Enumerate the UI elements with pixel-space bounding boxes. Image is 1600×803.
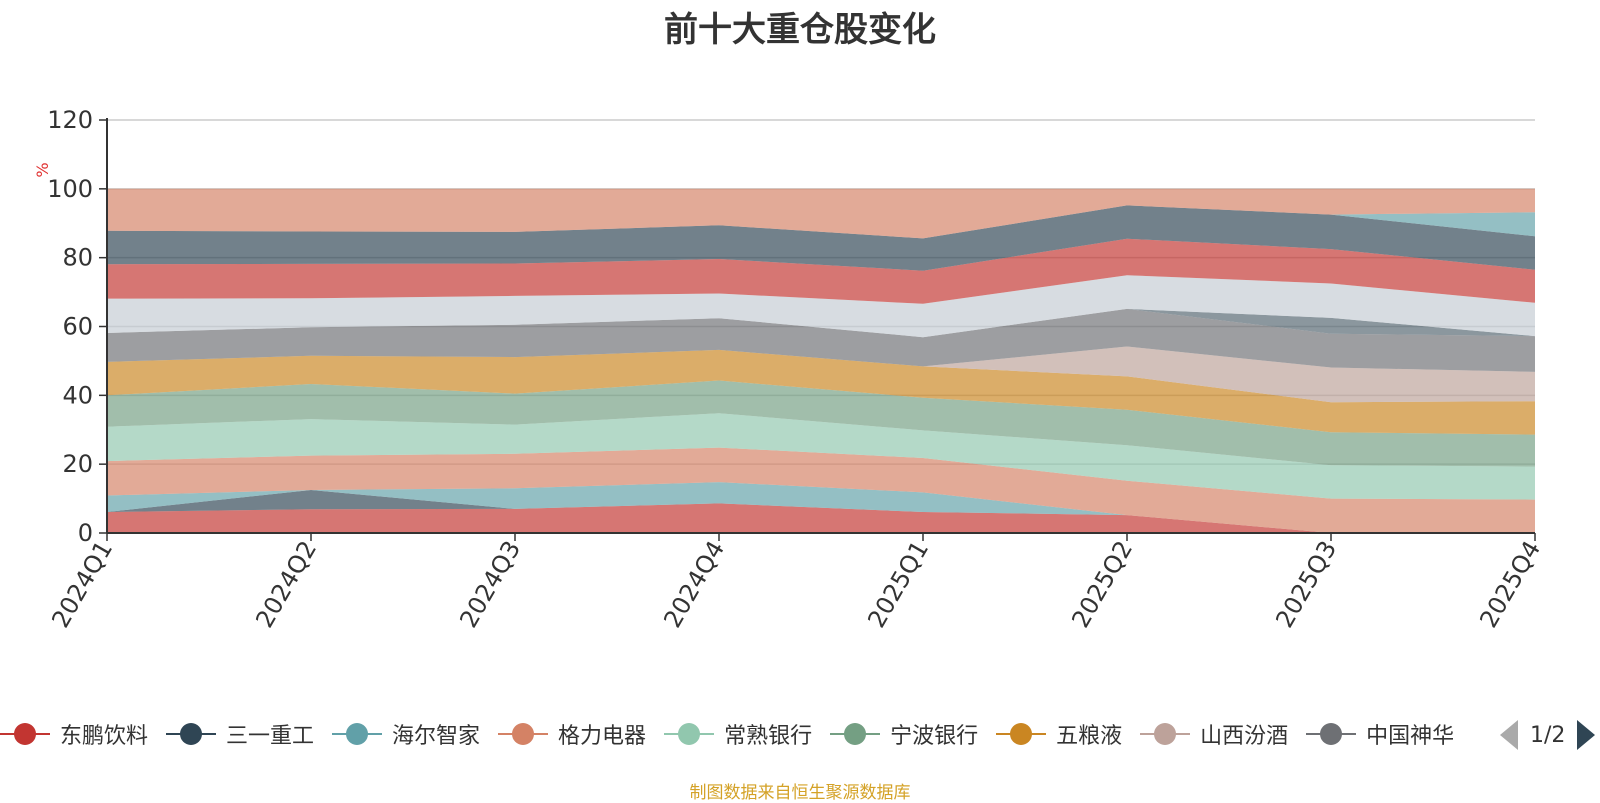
x-tick-label: 2025Q1: [862, 536, 934, 632]
area-series-6[interactable]: 五粮液: [107, 349, 1535, 435]
area-series-4[interactable]: 常熟银行: [107, 413, 1535, 500]
legend-page-indicator: 1/2: [1530, 722, 1566, 748]
legend-item[interactable]: 中国神华: [1306, 712, 1454, 756]
area-series-3[interactable]: 格力电器: [107, 447, 1535, 533]
area-series-5[interactable]: 宁波银行: [107, 380, 1535, 467]
area-series-9[interactable]: 招商银行: [107, 308, 1535, 338]
legend-label: 海尔智家: [392, 724, 481, 749]
y-tick-label: 40: [62, 381, 93, 409]
area-series-7[interactable]: 山西汾酒: [107, 346, 1535, 403]
x-tick-label: 2025Q2: [1066, 536, 1138, 632]
legend-item[interactable]: 海尔智家: [332, 712, 480, 756]
legend-label: 格力电器: [558, 724, 647, 749]
legend-item[interactable]: 格力电器: [498, 712, 646, 756]
area-series-12[interactable]: 美的集团: [107, 205, 1535, 271]
legend-item[interactable]: 山西汾酒: [1140, 712, 1288, 756]
legend-label: 三一重工: [226, 724, 315, 749]
x-tick-label: 2024Q2: [250, 536, 322, 632]
legend-pager: 1/2: [1500, 718, 1596, 752]
legend-marker-icon: [996, 712, 1048, 756]
area-chart: 东鹏饮料三一重工海尔智家格力电器常熟银行宁波银行五粮液山西汾酒中国神华招商银行长…: [33, 106, 1546, 632]
legend-label: 中国神华: [1366, 724, 1455, 749]
legend-marker-icon: [830, 712, 882, 756]
legend-item[interactable]: 东鹏饮料: [0, 712, 148, 756]
legend-item[interactable]: 五粮液: [996, 712, 1122, 756]
legend-marker-icon: [0, 712, 52, 756]
legend-marker-icon: [498, 712, 550, 756]
legend-label: 常熟银行: [724, 724, 813, 749]
legend-marker-icon: [1140, 712, 1192, 756]
legend-marker-icon: [332, 712, 384, 756]
x-tick-label: 2024Q3: [454, 536, 526, 632]
chart-title: 前十大重仓股变化: [664, 10, 936, 50]
legend-item[interactable]: 三一重工: [166, 712, 314, 756]
y-axis-unit-label: %: [33, 162, 52, 177]
y-tick-label: 120: [47, 106, 93, 134]
legend: 东鹏饮料 三一重工 海尔智家 格力电器 常熟银行 宁波银行 五粮液 山西汾酒 中国神华: [0, 712, 1480, 756]
area-series-8[interactable]: 中国神华: [107, 308, 1535, 372]
legend-marker-icon: [1306, 712, 1358, 756]
x-tick-label: 2024Q4: [658, 536, 730, 632]
x-tick-label: 2025Q3: [1270, 536, 1342, 632]
y-tick-label: 20: [62, 450, 93, 478]
area-series-10[interactable]: 长江电力: [107, 275, 1535, 338]
legend-label: 宁波银行: [890, 724, 979, 749]
y-tick-label: 0: [78, 519, 93, 547]
legend-marker-icon: [664, 712, 716, 756]
area-layer: 东鹏饮料三一重工海尔智家格力电器常熟银行宁波银行五粮液山西汾酒中国神华招商银行长…: [107, 188, 1535, 533]
legend-label: 山西汾酒: [1200, 724, 1289, 749]
data-source-note: 制图数据来自恒生聚源数据库: [689, 783, 911, 803]
legend-next-page-button[interactable]: [1577, 720, 1596, 750]
legend-marker-icon: [166, 712, 218, 756]
x-tick-label: 2025Q4: [1474, 536, 1546, 632]
area-series-2[interactable]: 海尔智家: [107, 482, 1535, 533]
area-series-11[interactable]: 贵州茅台: [107, 238, 1535, 304]
y-tick-label: 100: [47, 175, 93, 203]
legend-item[interactable]: 宁波银行: [830, 712, 978, 756]
legend-item[interactable]: 常熟银行: [664, 712, 812, 756]
x-tick-label: 2024Q1: [46, 536, 118, 632]
legend-label: 东鹏饮料: [60, 724, 149, 749]
y-tick-label: 80: [62, 244, 93, 272]
y-tick-label: 60: [62, 313, 93, 341]
area-series-0[interactable]: 东鹏饮料: [107, 503, 1535, 533]
legend-label: 五粮液: [1056, 724, 1123, 749]
legend-prev-page-button[interactable]: [1500, 720, 1518, 750]
area-series-14[interactable]: 其他: [107, 188, 1535, 239]
